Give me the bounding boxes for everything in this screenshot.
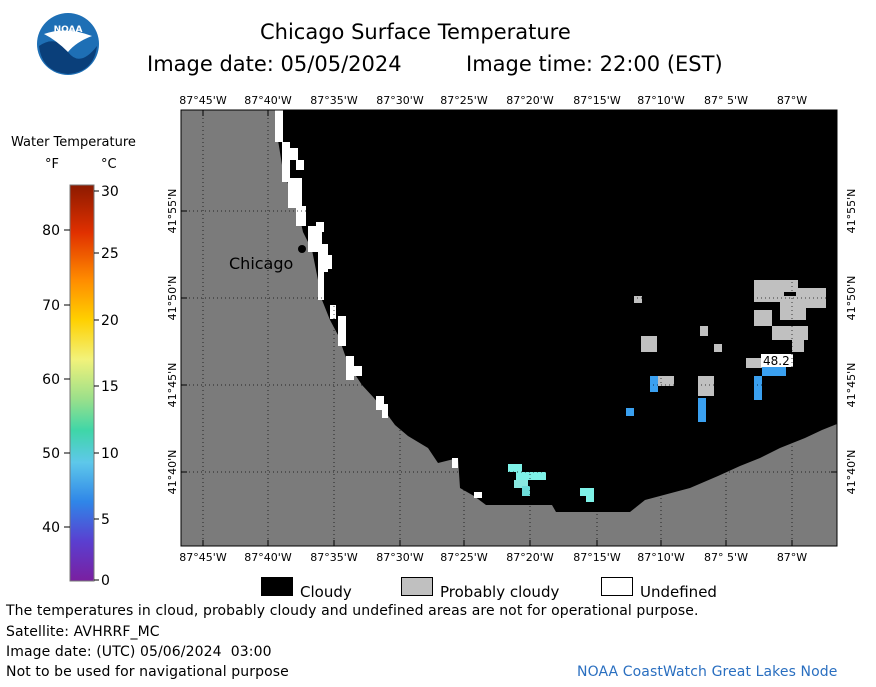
lon-label-bottom: 87°40'W [244, 551, 292, 564]
temp-label-box [761, 354, 793, 367]
colorbar-label-f: 80 [42, 223, 60, 239]
temperature-pixels [508, 366, 786, 502]
page-title: Chicago Surface Temperature [260, 20, 571, 44]
chicago-label: Chicago [229, 254, 293, 273]
colorbar-label-c: 0 [101, 573, 110, 589]
legend-cloudy-swatch [261, 577, 293, 596]
lat-label-right: 41°40'N [845, 450, 858, 495]
image-time: Image time: 22:00 (EST) [466, 52, 723, 76]
lon-label-bottom: 87°30'W [376, 551, 424, 564]
unit-celsius: °C [101, 157, 117, 172]
colorbar-label-c: 15 [101, 379, 119, 395]
legend-undefined-swatch [601, 577, 633, 596]
lat-label-left: 41°55'N [166, 189, 179, 234]
legend-probably-cloudy-swatch [401, 577, 433, 596]
lon-label-bottom: 87°20'W [506, 551, 554, 564]
lon-label-top: 87°45'W [179, 94, 227, 107]
colorbar-label-c: 10 [101, 446, 119, 462]
credit-text: NOAA CoastWatch Great Lakes Node [577, 664, 838, 680]
lon-label-bottom: 87°45'W [179, 551, 227, 564]
longitude-labels-bottom: 87°45'W 87°40'W 87°35'W 87°30'W 87°25'W 87°20… [179, 551, 807, 564]
lon-label-top: 87°20'W [506, 94, 554, 107]
legend-cloudy-label: Cloudy [300, 583, 352, 601]
lon-label-bottom: 87°35'W [310, 551, 358, 564]
legend-undefined-label: Undefined [640, 583, 717, 601]
satellite-text: Satellite: AVHRRF_MC [6, 624, 160, 640]
lon-label-top: 87°10'W [637, 94, 685, 107]
lon-label-bottom: 87°10'W [637, 551, 685, 564]
longitude-labels-top: 87°45'W 87°40'W 87°35'W 87°30'W 87°25'W 87°20… [179, 94, 807, 107]
colorbar-label-f: 40 [42, 520, 60, 536]
colorbar-ticks-fahrenheit: 80 70 60 50 40 [42, 223, 70, 536]
probably-cloudy-areas [634, 280, 826, 396]
utc-date-text: Image date: (UTC) 05/06/2024 03:00 [6, 644, 272, 660]
logo-text: NOAA [54, 25, 83, 35]
colorbar-label-f: 50 [42, 446, 60, 462]
navigation-warning: Not to be used for navigational purpose [6, 664, 289, 680]
colorbar-label-c: 5 [101, 512, 110, 528]
lon-label-top: 87°30'W [376, 94, 424, 107]
map-grid [181, 110, 837, 546]
lat-label-right: 41°50'N [845, 276, 858, 321]
colorbar-title: Water Temperature [11, 135, 136, 150]
undefined-areas [275, 110, 482, 498]
lon-label-bottom: 87°W [777, 551, 807, 564]
colorbar-ticks-celsius: 30 25 20 15 10 5 0 [94, 184, 119, 589]
lon-label-top: 87°W [777, 94, 807, 107]
latitude-labels-right: 41°55'N 41°50'N 41°45'N 41°40'N [845, 189, 858, 495]
lon-label-bottom: 87°25'W [440, 551, 488, 564]
lon-label-top: 87°15'W [573, 94, 621, 107]
lat-label-left: 41°40'N [166, 450, 179, 495]
lon-label-top: 87°40'W [244, 94, 292, 107]
lat-label-right: 41°55'N [845, 189, 858, 234]
unit-fahrenheit: °F [45, 157, 59, 172]
lon-label-top: 87° 5'W [704, 94, 748, 107]
lat-label-left: 41°45'N [166, 363, 179, 408]
latitude-labels-left: 41°55'N 41°50'N 41°45'N 41°40'N [166, 189, 179, 495]
colorbar-label-c: 30 [101, 184, 119, 200]
noaa-logo: NOAA [37, 13, 99, 75]
legend-probably-cloudy-label: Probably cloudy [440, 583, 560, 601]
cloudy-lake-area [275, 110, 837, 512]
lat-label-left: 41°50'N [166, 276, 179, 321]
disclaimer-text: The temperatures in cloud, probably clou… [6, 603, 699, 619]
colorbar-label-c: 20 [101, 313, 119, 329]
temp-label: 48.2 [763, 354, 790, 368]
image-date: Image date: 05/05/2024 [147, 52, 402, 76]
lat-label-right: 41°45'N [845, 363, 858, 408]
lon-label-top: 87°25'W [440, 94, 488, 107]
colorbar-label-f: 70 [42, 298, 60, 314]
lon-label-bottom: 87° 5'W [704, 551, 748, 564]
colorbar-label-f: 60 [42, 372, 60, 388]
map-border [180, 109, 838, 547]
lon-label-bottom: 87°15'W [573, 551, 621, 564]
colorbar-label-c: 25 [101, 246, 119, 262]
lon-label-top: 87°35'W [310, 94, 358, 107]
chicago-marker [298, 245, 306, 253]
